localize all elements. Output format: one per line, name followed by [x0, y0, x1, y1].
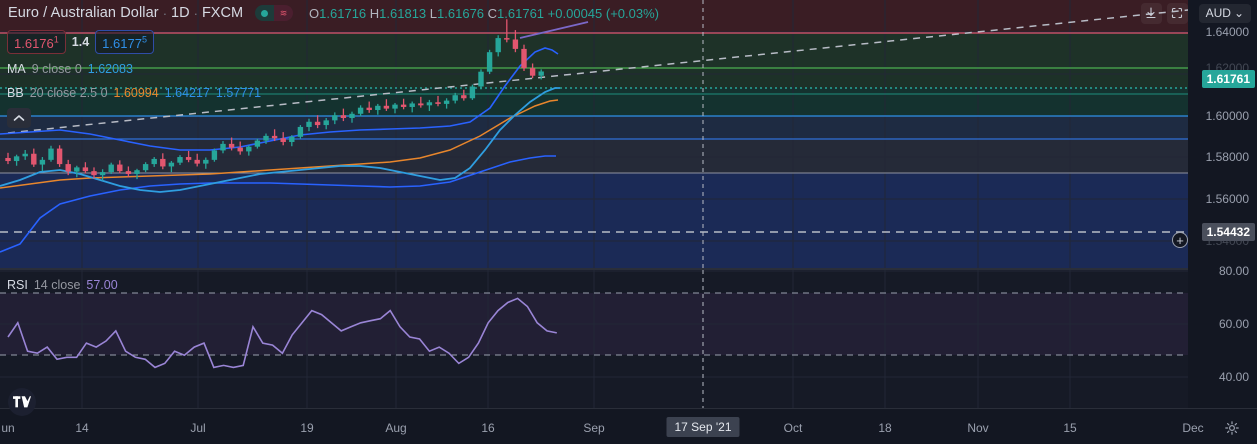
ohlc-c-value: 1.61761: [497, 5, 545, 21]
time-tick: Jul: [190, 421, 206, 435]
tradingview-logo[interactable]: [8, 388, 36, 416]
time-tick: Aug: [385, 421, 407, 435]
toggle-dot-icon: [261, 9, 269, 17]
collapse-pane-button[interactable]: [7, 108, 31, 128]
candles-toggle-on[interactable]: [255, 5, 275, 21]
chart-style-toggle[interactable]: ≋: [255, 5, 294, 21]
ohlc-h-value: 1.61813: [379, 5, 427, 21]
ma-value: 1.62083: [87, 62, 133, 76]
time-tick: Nov: [967, 421, 989, 435]
ohlc-change: +0.00045: [547, 5, 603, 21]
rsi-chart-svg[interactable]: [0, 270, 1188, 408]
ohlc-h-label: H: [369, 5, 380, 21]
currency-label: AUD: [1205, 6, 1231, 20]
rsi-tick: 60.00: [1218, 317, 1249, 331]
ma-name: MA: [7, 62, 26, 76]
ohlc-o-value: 1.61716: [319, 5, 367, 21]
ohlc-change-percent: (+0.03%): [605, 5, 660, 21]
rsi-pane[interactable]: [0, 270, 1188, 408]
time-tick: un: [1, 421, 15, 435]
candlestick-series[interactable]: [5, 19, 544, 181]
rsi-tick: 80.00: [1218, 264, 1249, 278]
rsi-name: RSI: [7, 278, 28, 292]
bb-basis-line: [0, 99, 559, 189]
time-tick: 19: [300, 421, 314, 435]
chevron-up-icon: [13, 115, 25, 121]
level-price-label[interactable]: 1.54432: [1201, 223, 1255, 241]
time-tick: Dec: [1182, 421, 1204, 435]
header-actions: AUD ⌄: [1140, 2, 1257, 24]
rsi-value: 57.00: [86, 278, 118, 292]
ohlc-o-label: O: [309, 5, 320, 21]
price-tick: 1.56000: [1205, 192, 1249, 206]
header-separator-2: ·: [193, 5, 198, 21]
pane-divider[interactable]: [0, 268, 1188, 270]
price-axis[interactable]: 1.62000 1.54000 1.64000 1.60000 1.58000 1.560…: [1188, 0, 1257, 408]
ohlc-readout: O1.61716 H1.61813 L1.61676 C1.61761 +0.0…: [309, 6, 659, 21]
trendline-purple[interactable]: [519, 21, 589, 39]
ohlc-l-label: L: [429, 5, 438, 21]
price-tick: 1.58000: [1205, 150, 1249, 164]
fullscreen-icon[interactable]: [1166, 2, 1188, 24]
crosshair-date-label: 17 Sep '21: [666, 417, 740, 437]
ohlc-l-value: 1.61676: [437, 5, 485, 21]
time-tick: 18: [878, 421, 892, 435]
currency-selector[interactable]: AUD ⌄: [1198, 3, 1251, 23]
ma-args: 9 close 0: [31, 62, 82, 76]
legend-bb[interactable]: BB 20 close 2.5 0 1.60994 1.64217 1.5777…: [7, 86, 261, 100]
bb-lower-line: [0, 155, 556, 253]
time-tick: 15: [1063, 421, 1077, 435]
time-tick: Oct: [783, 421, 803, 435]
bid-price: 1.61761: [14, 35, 59, 52]
interval-label[interactable]: 1D: [171, 5, 190, 21]
price-chart-svg[interactable]: [0, 0, 1188, 268]
bb-upper-value: 1.64217: [164, 86, 210, 100]
rsi-args: 14 close: [33, 278, 81, 292]
bid-price-badge[interactable]: 1.61761: [7, 30, 66, 55]
rsi-tick: 40.00: [1218, 370, 1249, 384]
tradingview-logo-icon: [13, 396, 31, 408]
add-alert-plus-icon[interactable]: +: [1172, 232, 1188, 248]
bb-args: 20 close 2.5 0: [29, 86, 108, 100]
spread-value: 1.4: [71, 35, 90, 50]
horizontal-level-lines[interactable]: [0, 32, 1188, 233]
price-tick: 1.64000: [1205, 25, 1249, 39]
symbol-title[interactable]: Euro / Australian Dollar: [8, 5, 159, 21]
time-tick: 16: [481, 421, 495, 435]
chevron-down-icon: ⌄: [1233, 6, 1244, 20]
bb-basis-value: 1.60994: [113, 86, 159, 100]
price-tick: 1.60000: [1205, 109, 1249, 123]
ohlc-c-label: C: [487, 5, 498, 21]
ask-price-badge[interactable]: 1.61775: [95, 30, 154, 55]
legend-ma[interactable]: MA 9 close 0 1.62083: [7, 62, 133, 76]
bb-name: BB: [7, 86, 24, 100]
grid-lines: [0, 0, 1188, 268]
time-axis[interactable]: un 14 Jul 19 Aug 16 Sep Oct 18 Nov 15 Dec 17 Sep '21: [0, 408, 1257, 444]
chart-header: Euro / Australian Dollar · 1D · FXCM ≋ O…: [0, 0, 1257, 26]
trendline-dashed[interactable]: [7, 9, 1188, 134]
legend-rsi[interactable]: RSI 14 close 57.00: [7, 278, 118, 292]
price-pane[interactable]: [0, 0, 1188, 268]
download-icon[interactable]: [1140, 2, 1162, 24]
exchange-label[interactable]: FXCM: [201, 5, 244, 21]
header-separator-1: ·: [162, 5, 168, 21]
quote-row: 1.61761 1.4 1.61775: [7, 30, 154, 55]
ask-price: 1.61775: [102, 35, 147, 52]
time-tick: 14: [75, 421, 89, 435]
gear-icon[interactable]: [1225, 421, 1239, 440]
time-tick: Sep: [583, 421, 605, 435]
ma9-line: [0, 87, 560, 193]
rsi-line: [7, 297, 557, 369]
current-price-label[interactable]: 1.61761: [1201, 70, 1255, 88]
indicators-toggle[interactable]: ≋: [274, 5, 294, 21]
bb-lower-value: 1.57771: [215, 86, 262, 100]
toggle-bars-icon: ≋: [279, 7, 288, 18]
